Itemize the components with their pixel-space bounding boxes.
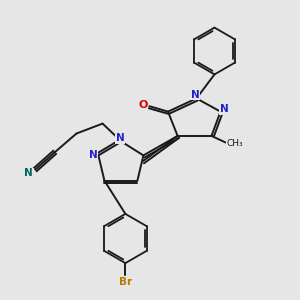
- Text: N: N: [220, 104, 229, 114]
- Text: Br: Br: [119, 277, 132, 287]
- Text: O: O: [138, 100, 148, 110]
- Text: N: N: [116, 133, 124, 143]
- Text: CH₃: CH₃: [226, 140, 243, 148]
- Text: N: N: [88, 150, 98, 160]
- Text: N: N: [24, 168, 33, 178]
- Text: N: N: [190, 90, 200, 100]
